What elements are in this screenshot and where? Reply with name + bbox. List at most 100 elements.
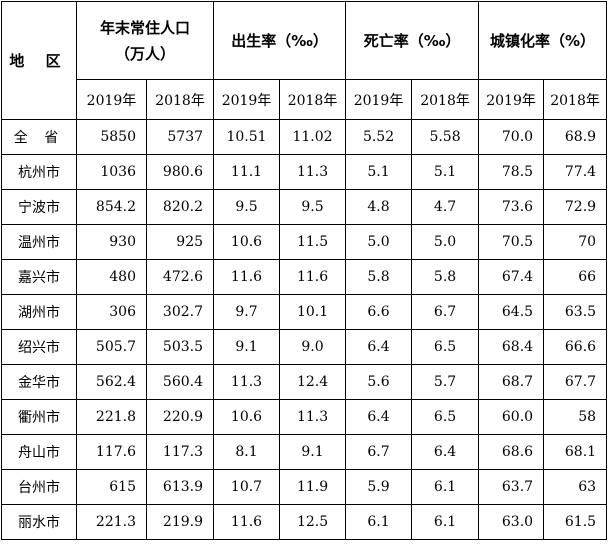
value-cell: 562.4 (76, 364, 147, 400)
table-row: 杭州市 1036 980.6 11.1 11.3 5.1 5.1 78.5 77.4 (1, 154, 608, 190)
year-header: 2019年 (345, 79, 413, 120)
value-cell: 67.7 (543, 364, 608, 400)
year-header: 2019年 (213, 79, 281, 120)
table-row: 衢州市 221.8 220.9 10.6 11.3 6.4 6.5 60.0 58 (1, 399, 608, 435)
table-body: 全 省 5850 5737 10.51 11.02 5.52 5.58 70.0 68.9 杭州市… (1, 119, 608, 540)
value-cell: 10.7 (213, 469, 281, 505)
value-cell: 10.6 (213, 224, 281, 260)
value-cell: 11.1 (213, 154, 281, 190)
value-cell: 10.1 (279, 294, 347, 330)
value-cell: 4.7 (411, 189, 480, 225)
value-cell: 5.7 (411, 364, 480, 400)
value-cell: 1036 (76, 154, 147, 190)
table-header: 地 区 年末常住人口 （万人） 出生率（‰） 死亡率（‰） 城镇化率（%） 20… (1, 1, 608, 120)
value-cell: 66.6 (543, 329, 608, 365)
value-cell: 6.1 (411, 469, 480, 505)
value-cell: 6.4 (345, 329, 413, 365)
value-cell: 11.6 (279, 259, 347, 295)
value-cell: 117.6 (76, 434, 147, 470)
table-row: 绍兴市 505.7 503.5 9.1 9.0 6.4 6.5 68.4 66.6 (1, 329, 608, 365)
value-cell: 5.6 (345, 364, 413, 400)
value-cell: 9.1 (213, 329, 281, 365)
region-cell: 衢州市 (1, 399, 77, 435)
region-cell: 绍兴市 (1, 329, 77, 365)
value-cell: 9.0 (279, 329, 347, 365)
value-cell: 5.58 (411, 119, 480, 155)
value-cell: 6.5 (411, 329, 480, 365)
value-cell: 11.3 (279, 154, 347, 190)
value-cell: 11.5 (279, 224, 347, 260)
region-column-header: 地 区 (1, 1, 77, 120)
year-header: 2018年 (279, 79, 347, 120)
table-row: 温州市 930 925 10.6 11.5 5.0 5.0 70.5 70 (1, 224, 608, 260)
value-cell: 472.6 (145, 259, 215, 295)
value-cell: 11.6 (213, 259, 281, 295)
value-cell: 5.8 (411, 259, 480, 295)
value-cell: 60.0 (478, 399, 545, 435)
year-header: 2018年 (145, 79, 215, 120)
value-cell: 854.2 (76, 189, 147, 225)
value-cell: 78.5 (478, 154, 545, 190)
value-cell: 73.6 (478, 189, 545, 225)
value-cell: 10.51 (213, 119, 281, 155)
value-cell: 560.4 (145, 364, 215, 400)
urbanization-column-header: 城镇化率（%） (478, 1, 608, 80)
region-cell: 金华市 (1, 364, 77, 400)
region-cell: 舟山市 (1, 434, 77, 470)
value-cell: 302.7 (145, 294, 215, 330)
value-cell: 63 (543, 469, 608, 505)
value-cell: 66 (543, 259, 608, 295)
value-cell: 306 (76, 294, 147, 330)
value-cell: 6.5 (411, 399, 480, 435)
region-cell: 全 省 (1, 119, 77, 155)
value-cell: 5.8 (345, 259, 413, 295)
value-cell: 5.0 (345, 224, 413, 260)
value-cell: 480 (76, 259, 147, 295)
value-cell: 12.4 (279, 364, 347, 400)
table-row: 金华市 562.4 560.4 11.3 12.4 5.6 5.7 68.7 67.7 (1, 364, 608, 400)
value-cell: 5.1 (411, 154, 480, 190)
value-cell: 6.1 (411, 504, 480, 540)
value-cell: 63.0 (478, 504, 545, 540)
value-cell: 68.7 (478, 364, 545, 400)
value-cell: 5737 (145, 119, 215, 155)
value-cell: 63.5 (543, 294, 608, 330)
value-cell: 68.6 (478, 434, 545, 470)
value-cell: 64.5 (478, 294, 545, 330)
value-cell: 6.7 (411, 294, 480, 330)
value-cell: 10.6 (213, 399, 281, 435)
value-cell: 11.6 (213, 504, 281, 540)
region-cell: 杭州市 (1, 154, 77, 190)
value-cell: 11.3 (279, 399, 347, 435)
population-statistics-table: 地 区 年末常住人口 （万人） 出生率（‰） 死亡率（‰） 城镇化率（%） 20… (1, 1, 608, 540)
year-header: 2018年 (411, 79, 480, 120)
header-row-years: 2019年 2018年 2019年 2018年 2019年 2018年 2019… (2, 79, 608, 120)
region-cell: 丽水市 (1, 504, 77, 540)
value-cell: 67.4 (478, 259, 545, 295)
value-cell: 5.1 (345, 154, 413, 190)
birth-rate-column-header: 出生率（‰） (213, 1, 347, 80)
value-cell: 9.7 (213, 294, 281, 330)
value-cell: 68.1 (543, 434, 608, 470)
value-cell: 72.9 (543, 189, 608, 225)
value-cell: 70.0 (478, 119, 545, 155)
value-cell: 9.1 (279, 434, 347, 470)
value-cell: 6.4 (345, 399, 413, 435)
value-cell: 505.7 (76, 329, 147, 365)
value-cell: 5850 (76, 119, 147, 155)
table-row: 全 省 5850 5737 10.51 11.02 5.52 5.58 70.0 68.9 (1, 119, 608, 155)
value-cell: 5.52 (345, 119, 413, 155)
value-cell: 980.6 (145, 154, 215, 190)
value-cell: 219.9 (145, 504, 215, 540)
table-row: 舟山市 117.6 117.3 8.1 9.1 6.7 6.4 68.6 68.1 (1, 434, 608, 470)
value-cell: 9.5 (213, 189, 281, 225)
region-cell: 温州市 (1, 224, 77, 260)
region-cell: 嘉兴市 (1, 259, 77, 295)
value-cell: 5.9 (345, 469, 413, 505)
value-cell: 925 (145, 224, 215, 260)
value-cell: 6.1 (345, 504, 413, 540)
year-header: 2019年 (76, 79, 147, 120)
value-cell: 613.9 (145, 469, 215, 505)
death-rate-column-header: 死亡率（‰） (345, 1, 480, 80)
region-cell: 宁波市 (1, 189, 77, 225)
